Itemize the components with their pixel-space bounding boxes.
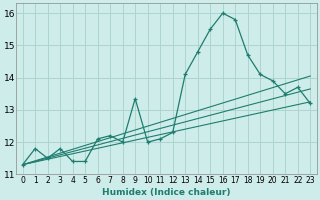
X-axis label: Humidex (Indice chaleur): Humidex (Indice chaleur) — [102, 188, 231, 197]
